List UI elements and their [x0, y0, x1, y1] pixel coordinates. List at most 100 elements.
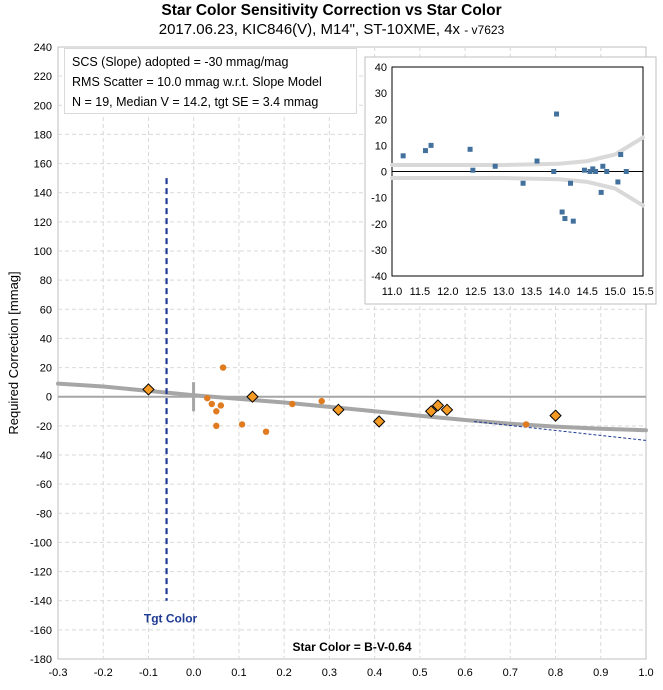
- target-color-label: Tgt Color: [144, 612, 198, 626]
- y-tick-label: 180: [34, 129, 52, 141]
- stats-count: N = 19, Median V = 14.2, tgt SE = 3.4 mm…: [72, 95, 319, 109]
- inset-y-tick-label: 0: [381, 167, 387, 179]
- x-tick-label: 0.8: [548, 667, 563, 679]
- x-tick-label: 0.6: [457, 667, 472, 679]
- y-tick-label: 100: [34, 246, 52, 258]
- inset-data-point: [400, 153, 406, 159]
- inset-x-tick-label: 12.5: [465, 286, 486, 298]
- x-tick-label: 0.3: [322, 667, 337, 679]
- inset-x-tick-label: 11.0: [382, 286, 403, 298]
- inset-data-point: [623, 169, 629, 174]
- data-point-circle: [204, 394, 211, 402]
- data-point-circle: [217, 402, 225, 409]
- inset-data-point: [562, 216, 568, 222]
- inset-data-point: [604, 169, 610, 174]
- y-tick-label: -180: [30, 654, 52, 666]
- data-point-circle: [318, 397, 325, 405]
- data-point-circle: [238, 421, 246, 428]
- inset-data-point: [587, 169, 593, 174]
- x-tick-label: 0.9: [593, 667, 608, 679]
- inset-y-tick-label: -40: [371, 271, 387, 283]
- y-tick-label: 60: [40, 304, 52, 316]
- inset-x-tick-label: 11.5: [410, 286, 431, 298]
- inset-data-point: [467, 146, 473, 152]
- data-point-diamond: [372, 415, 386, 428]
- inset-x-tick-label: 12.0: [437, 286, 458, 298]
- x-tick-label: -0.2: [94, 667, 113, 679]
- data-point-diamond: [549, 409, 562, 422]
- inset-x-tick-label: 13.0: [493, 286, 514, 298]
- y-tick-label: 80: [40, 275, 52, 287]
- inset-x-tick-label: 15.5: [632, 286, 653, 298]
- y-tick-label: 20: [40, 363, 52, 375]
- x-tick-label: 0.7: [503, 667, 518, 679]
- y-tick-label: 160: [34, 159, 52, 171]
- inset-data-point: [570, 218, 576, 224]
- inset-data-point: [618, 152, 624, 158]
- inset-panel: [364, 56, 657, 305]
- y-tick-label: -160: [30, 625, 52, 637]
- data-point-circle: [213, 408, 220, 415]
- inset-data-point: [593, 169, 599, 174]
- trend-curve: [56, 381, 648, 433]
- inset-y-tick-label: 40: [375, 62, 387, 74]
- inset-y-tick-label: 10: [375, 140, 387, 152]
- y-tick-label: -20: [36, 421, 52, 433]
- y-tick-label: 120: [34, 217, 52, 229]
- x-tick-label: 1.0: [638, 667, 653, 679]
- inset-y-tick-label: -10: [371, 193, 387, 205]
- inset-data-point: [615, 179, 621, 185]
- y-tick-label: 200: [34, 100, 52, 112]
- data-point-diamond: [142, 383, 155, 396]
- y-tick-label: -40: [36, 450, 52, 462]
- data-point-diamond: [424, 405, 438, 418]
- inset-data-point: [551, 169, 557, 174]
- inset-data-point: [554, 111, 560, 117]
- inset-data-point: [581, 167, 587, 173]
- inset-data-point: [559, 209, 565, 215]
- inset-data-point: [598, 189, 604, 195]
- inset-upper-band: [390, 135, 645, 167]
- data-point-diamond: [431, 399, 445, 412]
- data-point-circle: [219, 364, 227, 371]
- slope-line: [474, 421, 647, 441]
- stats-rms: RMS Scatter = 10.0 mmag w.r.t. Slope Mod…: [72, 75, 322, 89]
- inset-y-tick-label: 30: [375, 88, 387, 100]
- x-tick-label: -0.1: [139, 667, 158, 679]
- y-tick-label: -140: [30, 596, 52, 608]
- y-tick-label: -100: [30, 537, 52, 549]
- x-tick-label: -0.3: [49, 667, 68, 679]
- inset-y-tick-label: 20: [375, 114, 387, 126]
- y-tick-label: 0: [46, 392, 52, 404]
- stats-box: SCS (Slope) adopted = -30 mmag/mag RMS S…: [64, 48, 357, 114]
- data-point-circle: [208, 400, 215, 408]
- inset-data-point: [470, 167, 476, 173]
- x-tick-label: 0.1: [231, 667, 246, 679]
- inset-data-point: [492, 163, 498, 169]
- inset-data-point: [422, 148, 428, 154]
- stats-slope: SCS (Slope) adopted = -30 mmag/mag: [72, 55, 289, 69]
- chart-subtitle-text: 2017.06.23, KIC846(V), M14", ST-10XME, 4…: [158, 21, 461, 38]
- version-label: - v7623: [464, 23, 505, 37]
- inset-x-tick-label: 14.5: [577, 286, 598, 298]
- inset-data-point: [567, 180, 573, 186]
- y-tick-label: -80: [36, 508, 52, 520]
- inset-data-point: [520, 180, 526, 186]
- data-point-circle: [522, 421, 530, 428]
- inset-y-tick-label: -20: [371, 219, 387, 231]
- data-point-diamond: [332, 403, 345, 417]
- data-point-circle: [262, 428, 270, 435]
- y-tick-label: 240: [34, 42, 52, 54]
- chart-title: Star Color Sensitivity Correction vs Sta…: [161, 2, 502, 19]
- inset-data-point: [534, 158, 540, 164]
- y-tick-label: -60: [36, 479, 52, 491]
- x-tick-label: 0.5: [412, 667, 427, 679]
- inset-x-tick-label: 15.0: [604, 286, 625, 298]
- y-tick-label: 140: [34, 188, 52, 200]
- data-point-diamond: [246, 390, 259, 403]
- inset-lower-band: [390, 176, 645, 208]
- inset-y-tick-label: -30: [371, 245, 387, 257]
- inset-x-tick-label: 14.0: [549, 286, 570, 298]
- y-tick-label: 220: [34, 71, 52, 83]
